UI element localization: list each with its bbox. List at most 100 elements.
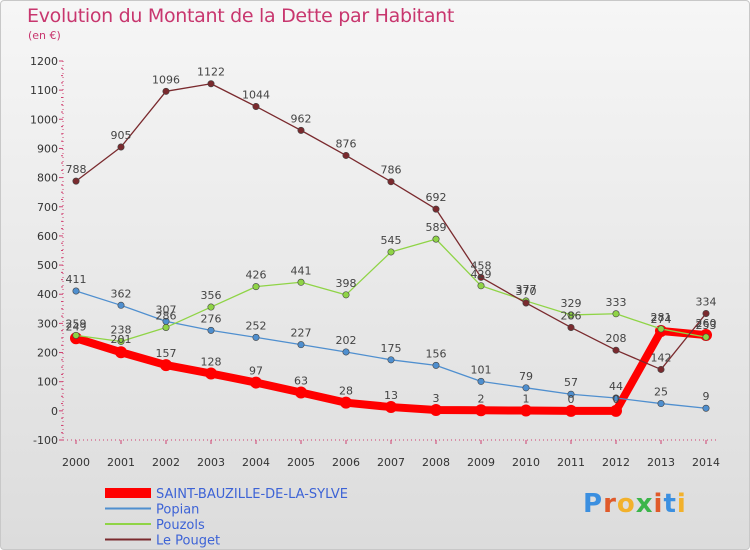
data-point [612, 394, 620, 402]
data-label: 786 [381, 164, 402, 177]
x-tick-label: 2013 [647, 456, 675, 469]
data-label: 259 [66, 317, 87, 330]
logo-letter: r [603, 489, 617, 519]
data-label: 253 [696, 319, 717, 332]
data-point [385, 401, 397, 414]
data-label: 398 [336, 277, 357, 290]
data-point [252, 102, 260, 110]
series-layer [70, 80, 712, 417]
data-point [252, 333, 260, 341]
y-tick-label: 400 [37, 288, 58, 301]
data-label: 286 [156, 309, 177, 322]
data-label: 356 [201, 289, 222, 302]
y-tick-label: 1100 [30, 84, 58, 97]
data-label: 0 [568, 393, 575, 406]
data-point [702, 333, 710, 341]
data-point [297, 278, 305, 286]
x-tick-label: 2007 [377, 456, 405, 469]
data-label: 429 [471, 268, 492, 281]
y-tick-label: 1200 [30, 55, 58, 68]
y-tick-label: 900 [37, 142, 58, 155]
data-point [612, 310, 620, 318]
data-label: 208 [606, 332, 627, 345]
x-tick-label: 2012 [602, 456, 630, 469]
data-label: 377 [516, 283, 537, 296]
chart-unit: (en €) [28, 29, 61, 42]
legend-label: Pouzols [156, 518, 205, 533]
data-label: 2 [478, 392, 485, 405]
data-label: 28 [339, 385, 353, 398]
y-tick-label: 1000 [30, 113, 58, 126]
x-tick-label: 2002 [152, 456, 180, 469]
logo-letter: x [635, 489, 654, 519]
data-point [522, 299, 530, 307]
data-point [477, 273, 485, 281]
data-label: 370 [516, 285, 537, 298]
data-point [207, 80, 215, 88]
legend-label: Le Pouget [156, 534, 220, 549]
data-point [207, 303, 215, 311]
y-tick-label: 600 [37, 230, 58, 243]
data-label: 545 [381, 234, 402, 247]
data-label: 142 [651, 351, 672, 364]
data-label: 411 [66, 273, 87, 286]
data-label: 44 [609, 380, 623, 393]
data-label: 157 [156, 347, 177, 360]
data-label: 227 [291, 327, 312, 340]
y-tick-label: -100 [33, 434, 58, 447]
data-point [340, 396, 352, 409]
data-point [205, 367, 217, 380]
data-point [432, 361, 440, 369]
data-point [702, 404, 710, 412]
x-tick-label: 2010 [512, 456, 540, 469]
data-point [432, 205, 440, 213]
data-label: 307 [156, 303, 177, 316]
data-label: 1096 [152, 73, 180, 86]
data-point [657, 365, 665, 373]
data-point [387, 356, 395, 364]
data-point [387, 178, 395, 186]
data-label: 260 [696, 317, 717, 330]
data-point [342, 151, 350, 159]
y-tick-label: 500 [37, 259, 58, 272]
data-label: 25 [654, 386, 668, 399]
data-label: 589 [426, 221, 447, 234]
data-label: 426 [246, 269, 267, 282]
x-tick-label: 2011 [557, 456, 585, 469]
x-tick-label: 2006 [332, 456, 360, 469]
x-tick-label: 2009 [467, 456, 495, 469]
data-point [610, 404, 622, 417]
data-label: 281 [651, 311, 672, 324]
x-tick-label: 2008 [422, 456, 450, 469]
axes: -100010020030040050060070080090010001100… [30, 55, 720, 469]
data-label: 1 [523, 393, 530, 406]
data-point [342, 291, 350, 299]
data-point [702, 309, 710, 317]
logo-letter: o [616, 489, 636, 519]
y-tick-label: 100 [37, 376, 58, 389]
data-label: 329 [561, 297, 582, 310]
data-point [252, 283, 260, 291]
data-point [72, 331, 80, 339]
data-point [432, 235, 440, 243]
y-tick-label: 700 [37, 201, 58, 214]
x-tick-label: 2014 [692, 456, 720, 469]
data-point [297, 341, 305, 349]
data-label: 201 [111, 333, 132, 346]
x-tick-label: 2000 [62, 456, 90, 469]
data-label: 57 [564, 376, 578, 389]
data-label: 79 [519, 370, 533, 383]
data-label: 249 [66, 320, 87, 333]
data-point [475, 404, 487, 417]
legend: SAINT-BAUZILLE-DE-LA-SYLVEPopianPouzolsL… [105, 487, 348, 549]
data-label: 333 [606, 296, 627, 309]
data-point [342, 348, 350, 356]
data-label: 0 [613, 393, 620, 406]
data-point [657, 400, 665, 408]
logo-letter: i [676, 489, 687, 519]
y-tick-label: 300 [37, 317, 58, 330]
data-point [115, 346, 127, 359]
data-label: 101 [471, 363, 492, 376]
